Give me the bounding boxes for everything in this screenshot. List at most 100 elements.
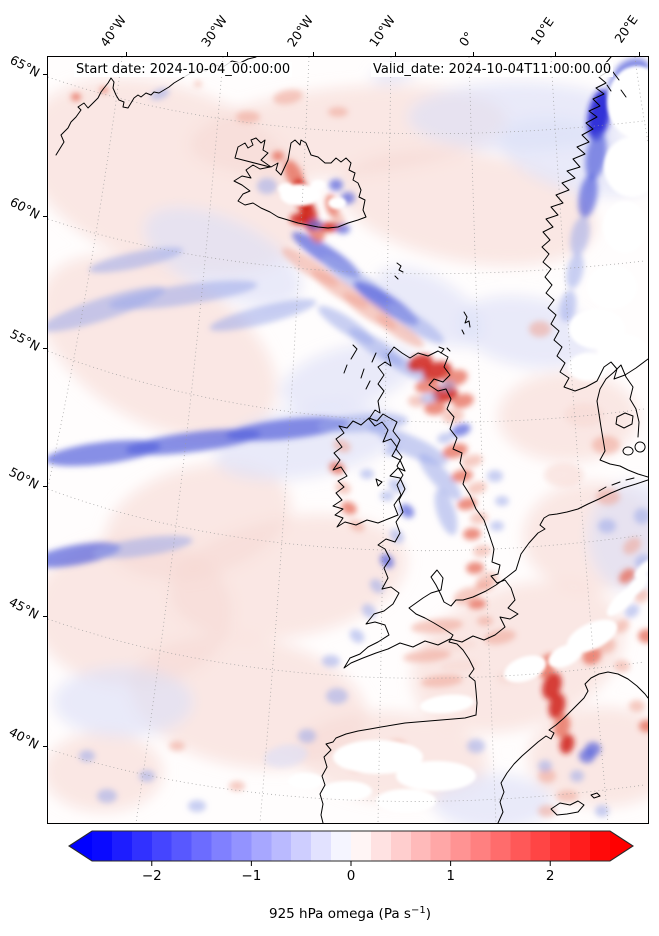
field-blob (598, 519, 616, 533)
field-blob (361, 603, 377, 619)
latitude-label-55°N: 55°N (7, 325, 43, 355)
field-blob (439, 380, 455, 392)
field-blob (629, 700, 645, 712)
field-blob (596, 489, 620, 505)
field-blob (424, 400, 446, 416)
field-blob (378, 429, 448, 465)
field-blob (451, 469, 473, 483)
field-blob (93, 535, 193, 559)
field-blob (387, 304, 445, 344)
top-tick-mark (639, 52, 640, 56)
field-blob (461, 454, 483, 468)
field-blob (614, 660, 630, 672)
field-blob (89, 247, 183, 273)
field-blob (490, 521, 504, 531)
field-blob (53, 667, 193, 737)
field-blob (475, 571, 499, 591)
field-blob (341, 501, 357, 515)
field-blob (559, 290, 577, 322)
colorbar-tick-label: 1 (446, 868, 455, 884)
coast-orkney (438, 346, 451, 354)
field-blob (349, 629, 365, 643)
field-blob (585, 742, 601, 756)
field-blob (403, 649, 451, 663)
coast-isle-of-man (375, 478, 383, 487)
omega-field-features (48, 58, 648, 817)
field-blob (473, 544, 491, 558)
parallel-45n (48, 618, 645, 679)
field-blob (542, 672, 562, 700)
longitude-label-0°: 0° (455, 28, 477, 50)
coast-hebrides (343, 344, 377, 390)
top-tick-mark (555, 52, 556, 56)
field-blob (272, 151, 284, 161)
field-blob (452, 393, 474, 409)
colorbar: −2 −1 0 1 2 925 hPa omega (Pa s−1) (67, 830, 635, 922)
map-panel (47, 56, 649, 824)
field-blob (48, 732, 163, 812)
mask-blob (420, 694, 474, 714)
colorbar-outline (67, 830, 635, 862)
parallel-40n (48, 748, 645, 802)
top-tick-mark (395, 52, 396, 56)
field-blob (592, 436, 620, 454)
colorbar-tick-label: −1 (241, 868, 261, 884)
coast-spain-north (319, 714, 477, 823)
mask-blob (568, 353, 608, 381)
field-blob (553, 714, 571, 738)
field-blob (368, 422, 386, 434)
field-blob (538, 805, 556, 817)
field-blob (264, 744, 308, 768)
mask-blob (548, 644, 582, 668)
colorbar-max-arrow (610, 831, 633, 861)
coast-mallorca (550, 792, 601, 816)
latitude-label-60°N: 60°N (7, 193, 43, 223)
field-blob (477, 616, 493, 626)
field-blob (226, 417, 350, 441)
field-blob (321, 222, 339, 232)
coast-shetland (461, 311, 471, 335)
field-blob (588, 482, 648, 592)
meridian-20e (634, 57, 648, 143)
field-blob (390, 528, 404, 544)
coastlines (55, 57, 648, 823)
left-tick-mark (43, 616, 47, 617)
meridian-20w (259, 57, 310, 823)
field-blob (381, 351, 431, 383)
coast-netherlands-belgium-france (408, 479, 648, 716)
field-blob (614, 619, 630, 633)
left-tick-mark (43, 216, 47, 217)
field-blob (487, 470, 503, 482)
field-blob (432, 385, 458, 403)
left-tick-mark (43, 348, 47, 349)
colorbar-min-arrow (69, 831, 92, 861)
field-blob (339, 148, 597, 266)
mask-blob (333, 740, 423, 774)
latitude-label-40°N: 40°N (6, 723, 42, 753)
top-tick-mark (473, 52, 474, 56)
field-blob (587, 89, 611, 141)
mask-blob (607, 66, 648, 138)
field-blob (623, 537, 641, 555)
field-blob (559, 734, 575, 754)
colorbar-gradient (92, 831, 610, 861)
field-blob (373, 267, 483, 347)
meridian-0 (468, 57, 497, 823)
left-tick-mark (43, 486, 47, 487)
coast-wadden-islands (598, 477, 635, 492)
coast-danish-isles (622, 441, 646, 456)
colorbar-ticks: −2 −1 0 1 2 (142, 861, 555, 884)
longitude-label-20°E: 20°E (611, 12, 641, 46)
field-blob (495, 496, 509, 506)
coast-denmark-jutland (596, 364, 648, 478)
field-blob (421, 639, 477, 653)
field-blob (440, 659, 478, 673)
coast-norway (541, 57, 648, 392)
field-blob (570, 770, 584, 782)
field-blob (380, 553, 394, 569)
coast-spain-mediterranean (497, 671, 648, 823)
mask-blob (311, 180, 325, 190)
field-blob (322, 655, 340, 667)
mask-blob (634, 559, 648, 579)
